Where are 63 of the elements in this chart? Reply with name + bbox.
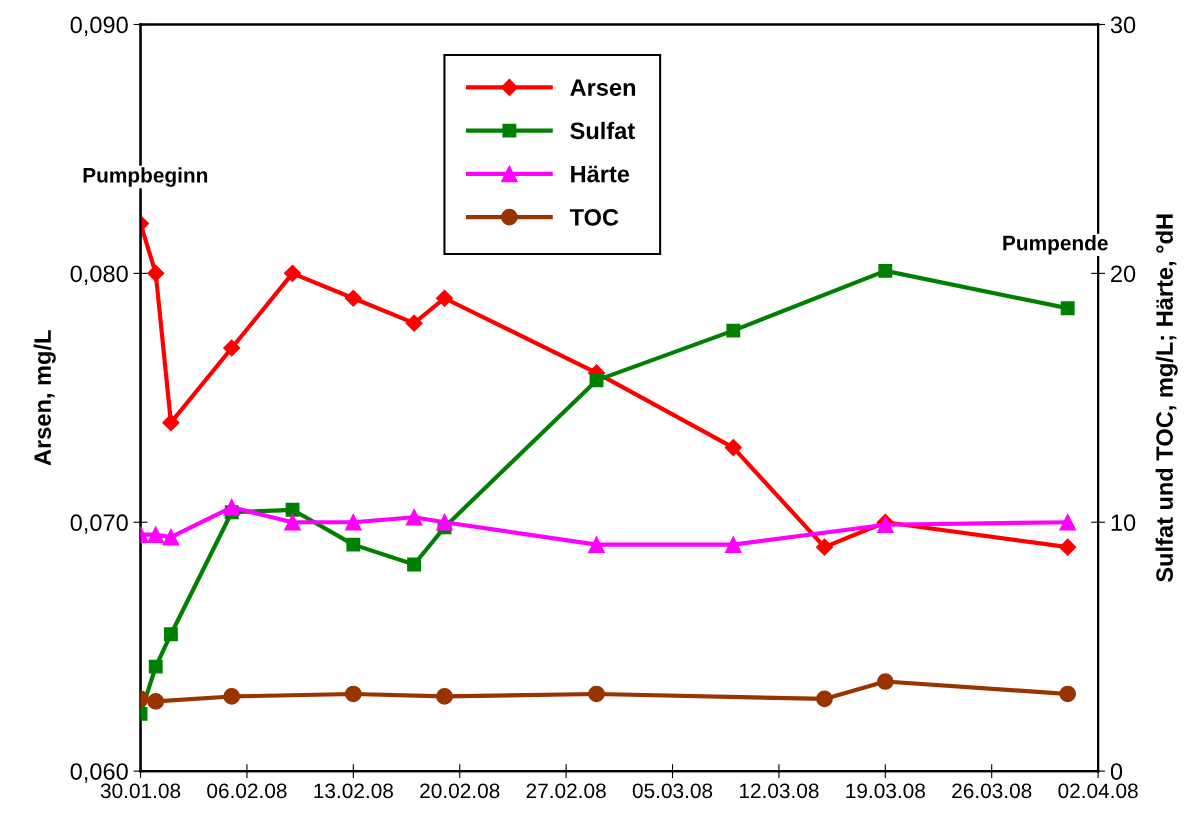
point xyxy=(405,314,423,332)
y2-axis-title: Sulfat und TOC, mg/L; Härte, °dH xyxy=(1155,214,1178,582)
point xyxy=(285,502,300,517)
y2-tick-label: 30 xyxy=(1110,16,1136,34)
point xyxy=(223,688,241,705)
x-tick-label: 26.03.08 xyxy=(952,783,1032,799)
legend-label: Arsen xyxy=(570,79,636,96)
point xyxy=(436,688,453,705)
annotation: Pumpbeginn xyxy=(83,167,208,187)
point xyxy=(878,263,893,278)
legend-label: Sulfat xyxy=(570,121,635,140)
point xyxy=(284,513,301,531)
x-tick-label: 27.02.08 xyxy=(526,783,606,799)
point xyxy=(346,537,361,552)
point xyxy=(1059,685,1077,703)
point xyxy=(724,536,742,553)
point xyxy=(344,513,362,531)
point xyxy=(283,264,302,282)
legend-label: TOC xyxy=(569,208,619,226)
y2-tick-label: 0 xyxy=(1110,763,1123,780)
point xyxy=(815,538,834,556)
point xyxy=(588,685,605,703)
x-tick-label: 20.02.08 xyxy=(420,783,500,799)
point xyxy=(223,498,241,516)
x-tick-label: 05.03.08 xyxy=(632,783,713,799)
x-tick-label: 30.01.08 xyxy=(100,783,181,799)
y-tick-label: 0,060 xyxy=(70,763,128,783)
point xyxy=(876,673,894,690)
x-tick-label: 02.04.08 xyxy=(1058,783,1138,799)
y-tick-label: 0,090 xyxy=(70,16,128,37)
point xyxy=(147,526,165,544)
x-tick-label: 06.02.08 xyxy=(207,783,287,799)
point xyxy=(588,536,605,553)
legend-label: Härte xyxy=(571,165,630,183)
annotation: Pumpende xyxy=(1003,235,1108,255)
y2-tick-label: 10 xyxy=(1111,514,1136,532)
point xyxy=(344,685,362,703)
point xyxy=(162,414,180,432)
x-tick-label: 13.02.08 xyxy=(314,783,393,799)
point xyxy=(1059,538,1077,556)
point xyxy=(816,690,833,708)
point xyxy=(435,289,454,307)
y-tick-label: 0,080 xyxy=(70,265,128,285)
point xyxy=(726,323,741,338)
point xyxy=(405,508,423,526)
point xyxy=(344,289,362,307)
point xyxy=(148,659,163,674)
point xyxy=(1060,301,1075,316)
point xyxy=(589,373,604,388)
point xyxy=(407,557,422,572)
point xyxy=(163,627,178,642)
y-tick-label: 0,070 xyxy=(70,514,128,534)
point xyxy=(162,528,180,546)
y-axis-title: Arsen, mg/L xyxy=(33,330,56,466)
point xyxy=(223,339,241,357)
y2-tick-label: 20 xyxy=(1111,265,1136,283)
point xyxy=(147,264,165,282)
point xyxy=(724,439,742,457)
x-tick-label: 12.03.08 xyxy=(739,783,819,799)
point xyxy=(147,693,165,710)
point xyxy=(436,513,453,531)
point xyxy=(1059,513,1077,531)
x-tick-label: 19.03.08 xyxy=(846,783,925,799)
